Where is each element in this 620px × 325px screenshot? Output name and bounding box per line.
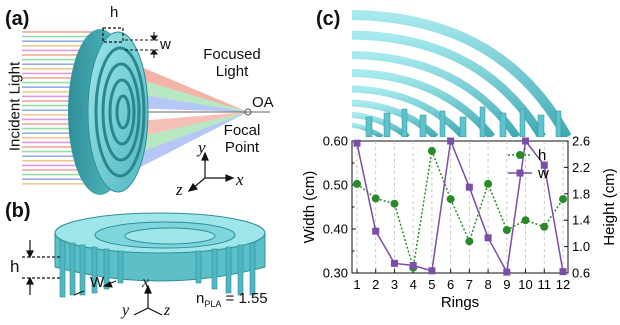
axis-y-label-a: y xyxy=(198,138,206,157)
x-tick-label: 12 xyxy=(556,277,570,292)
focused-light-label: Focused Light xyxy=(203,46,261,80)
data-point-w xyxy=(522,137,530,145)
legend-label-h: h xyxy=(538,147,546,164)
panel-a-illustration xyxy=(22,27,270,195)
y-axis-title-right: Height (cm) xyxy=(601,168,618,246)
x-tick-label: 4 xyxy=(410,277,417,292)
x-tick-label: 3 xyxy=(391,277,398,292)
data-point-h xyxy=(446,195,455,204)
y-tick-label-right: 0.6 xyxy=(572,266,590,281)
legend-marker-w xyxy=(516,169,524,177)
x-tick-label: 5 xyxy=(428,277,435,292)
incident-light-label: Incident Light xyxy=(6,61,24,152)
focal-point-label: Focal Point xyxy=(223,122,261,156)
h-label-a: h xyxy=(110,4,119,21)
series-line-w xyxy=(356,138,564,275)
y-axis-title-left: Width (cm) xyxy=(301,171,318,244)
data-point-w xyxy=(428,267,436,275)
y-tick-label-left: 0.50 xyxy=(323,178,348,193)
focused-light-rays xyxy=(125,60,248,175)
lens-rings xyxy=(94,46,146,178)
y-tick-label-right: 1.0 xyxy=(572,239,590,254)
data-point-w xyxy=(484,234,492,242)
w-label-b: W xyxy=(90,274,105,291)
h-label-b: h xyxy=(10,257,20,276)
x-tick-label: 1 xyxy=(353,277,360,292)
data-point-h xyxy=(540,222,549,231)
x-axis-ticks: 1 2 3 4 5 6 7 8 9 10 11 12 xyxy=(353,269,570,292)
right-axis-ticks: 0.6 1.0 1.4 1.8 2.2 2.6 xyxy=(564,135,590,281)
panel-c-label: (c) xyxy=(316,8,341,30)
focal-point-marker xyxy=(244,108,252,116)
plot-frame xyxy=(351,140,569,274)
gridlines xyxy=(356,141,564,273)
legend: hw xyxy=(508,147,549,182)
y-tick-label-right: 2.2 xyxy=(572,160,590,175)
data-point-w xyxy=(503,268,511,276)
axes-b xyxy=(133,284,163,316)
axis-x-label-b: x xyxy=(142,274,150,291)
x-tick-label: 10 xyxy=(518,277,532,292)
panel-a-label: (a) xyxy=(5,8,30,30)
refractive-index-label: nPLA = 1.55 xyxy=(196,290,268,309)
axis-y-label-b: y xyxy=(122,302,130,319)
h-bracket xyxy=(102,27,124,43)
w-arrows-b xyxy=(73,280,117,296)
oa-label: OA xyxy=(252,94,274,111)
n-main: n xyxy=(196,290,205,307)
ring-cross-section xyxy=(352,5,572,137)
left-axis-ticks: 0.30 0.40 0.50 0.60 xyxy=(323,135,356,281)
x-axis-title: Rings xyxy=(441,294,479,311)
data-point-w xyxy=(353,139,361,147)
y-tick-label-right: 2.6 xyxy=(572,135,590,149)
x-tick-label: 6 xyxy=(447,277,454,292)
n-sub: PLA xyxy=(204,299,222,309)
axis-z-label-b: z xyxy=(164,302,171,319)
y-tick-label-right: 1.8 xyxy=(572,186,590,201)
data-point-h xyxy=(521,216,530,225)
panel-b-label: (b) xyxy=(5,200,31,222)
data-point-w xyxy=(540,161,548,169)
w-marker xyxy=(125,32,158,58)
series-layer xyxy=(353,137,567,276)
x-tick-label: 2 xyxy=(372,277,379,292)
data-point-h xyxy=(427,146,436,155)
data-point-h xyxy=(559,195,567,204)
axes-a xyxy=(187,151,235,192)
h-arrows-b xyxy=(22,240,60,295)
ring-teeth xyxy=(365,106,562,137)
y-tick-label-right: 1.4 xyxy=(572,213,590,228)
x-tick-label: 8 xyxy=(484,277,491,292)
y-tick-label-left: 0.40 xyxy=(323,222,348,237)
data-point-w xyxy=(465,183,473,191)
data-point-h xyxy=(371,194,380,203)
panel-b-illustration xyxy=(22,212,266,316)
data-point-h xyxy=(465,237,474,246)
n-value: = 1.55 xyxy=(221,290,268,307)
data-point-h xyxy=(353,179,361,188)
axis-z-label-a: z xyxy=(176,180,183,199)
w-label-a: w xyxy=(160,36,171,53)
data-point-h xyxy=(484,179,493,188)
series-line-h xyxy=(356,148,564,268)
y-tick-label-left: 0.60 xyxy=(323,135,348,149)
data-point-w xyxy=(447,137,455,145)
data-point-w xyxy=(409,262,417,270)
x-tick-label: 7 xyxy=(466,277,473,292)
cut-section-teeth xyxy=(59,240,256,298)
data-point-h xyxy=(502,226,511,235)
data-point-w xyxy=(559,268,567,276)
y-tick-label-left: 0.30 xyxy=(323,266,348,281)
data-point-h xyxy=(390,199,399,208)
x-tick-label: 9 xyxy=(503,277,510,292)
data-point-w xyxy=(372,227,380,235)
legend-label-w: w xyxy=(537,165,549,182)
axis-x-label-a: x xyxy=(236,170,244,189)
legend-marker-h xyxy=(516,151,524,159)
data-point-w xyxy=(390,259,398,267)
x-tick-label: 11 xyxy=(538,277,552,292)
